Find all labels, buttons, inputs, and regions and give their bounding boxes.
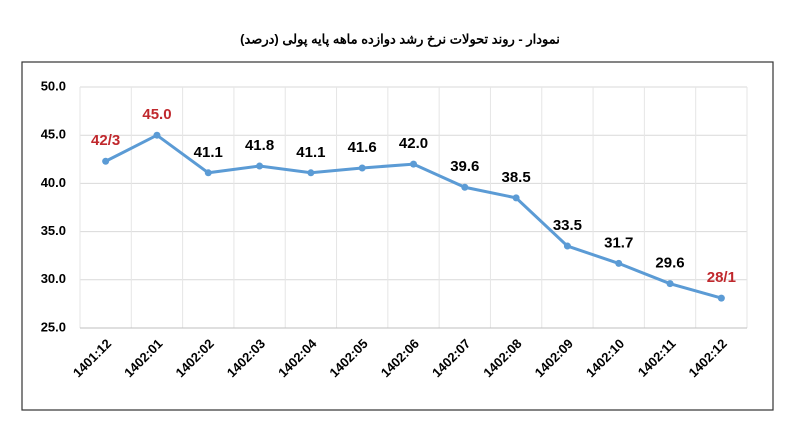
point [563, 242, 571, 250]
value-label: 33.5 [553, 217, 582, 234]
point [461, 183, 469, 191]
x-tick-label: 1402:10 [583, 336, 627, 380]
point [256, 162, 264, 170]
x-tick-label: 1401:12 [70, 336, 114, 380]
value-label: 41.1 [194, 144, 223, 161]
value-label: 42.0 [399, 135, 428, 152]
point [153, 131, 161, 139]
point [307, 169, 315, 177]
value-label: 28/1 [707, 269, 736, 286]
value-label: 31.7 [604, 234, 633, 251]
point [615, 259, 623, 267]
point [666, 280, 674, 288]
chart-frame [21, 61, 774, 411]
y-tick-label: 45.0 [41, 127, 66, 142]
x-tick-label: 1402:11 [635, 336, 679, 380]
x-tick-label: 1402:03 [224, 336, 268, 380]
point [512, 194, 520, 202]
y-tick-label: 35.0 [41, 223, 66, 238]
value-label: 38.5 [502, 169, 531, 186]
point [358, 164, 366, 172]
point [717, 294, 725, 302]
x-tick-label: 1402:05 [326, 336, 370, 380]
x-tick-label: 1402:12 [686, 336, 730, 380]
x-tick-label: 1402:01 [121, 336, 165, 380]
point [204, 169, 212, 177]
chart-title: نمودار - روند تحولات نرخ رشد دوازده ماهه… [240, 31, 560, 47]
value-label: 39.6 [450, 158, 479, 175]
value-label: 41.1 [296, 144, 325, 161]
value-label: 42/3 [91, 132, 120, 149]
x-tick-label: 1402:09 [532, 336, 576, 380]
y-tick-label: 50.0 [41, 78, 66, 93]
point [102, 157, 110, 165]
value-label: 41.6 [348, 139, 377, 156]
value-label: 45.0 [142, 106, 171, 123]
x-tick-label: 1402:06 [378, 336, 422, 380]
x-tick-label: 1402:04 [275, 335, 320, 380]
x-tick-label: 1402:02 [172, 336, 216, 380]
x-tick-label: 1402:07 [429, 336, 473, 380]
y-tick-label: 30.0 [41, 271, 66, 286]
y-tick-label: 40.0 [41, 175, 66, 190]
point [410, 160, 417, 168]
value-label: 41.8 [245, 137, 274, 154]
value-label: 29.6 [655, 255, 684, 272]
y-tick-label: 25.0 [41, 319, 66, 334]
x-tick-label: 1402:08 [480, 336, 524, 380]
